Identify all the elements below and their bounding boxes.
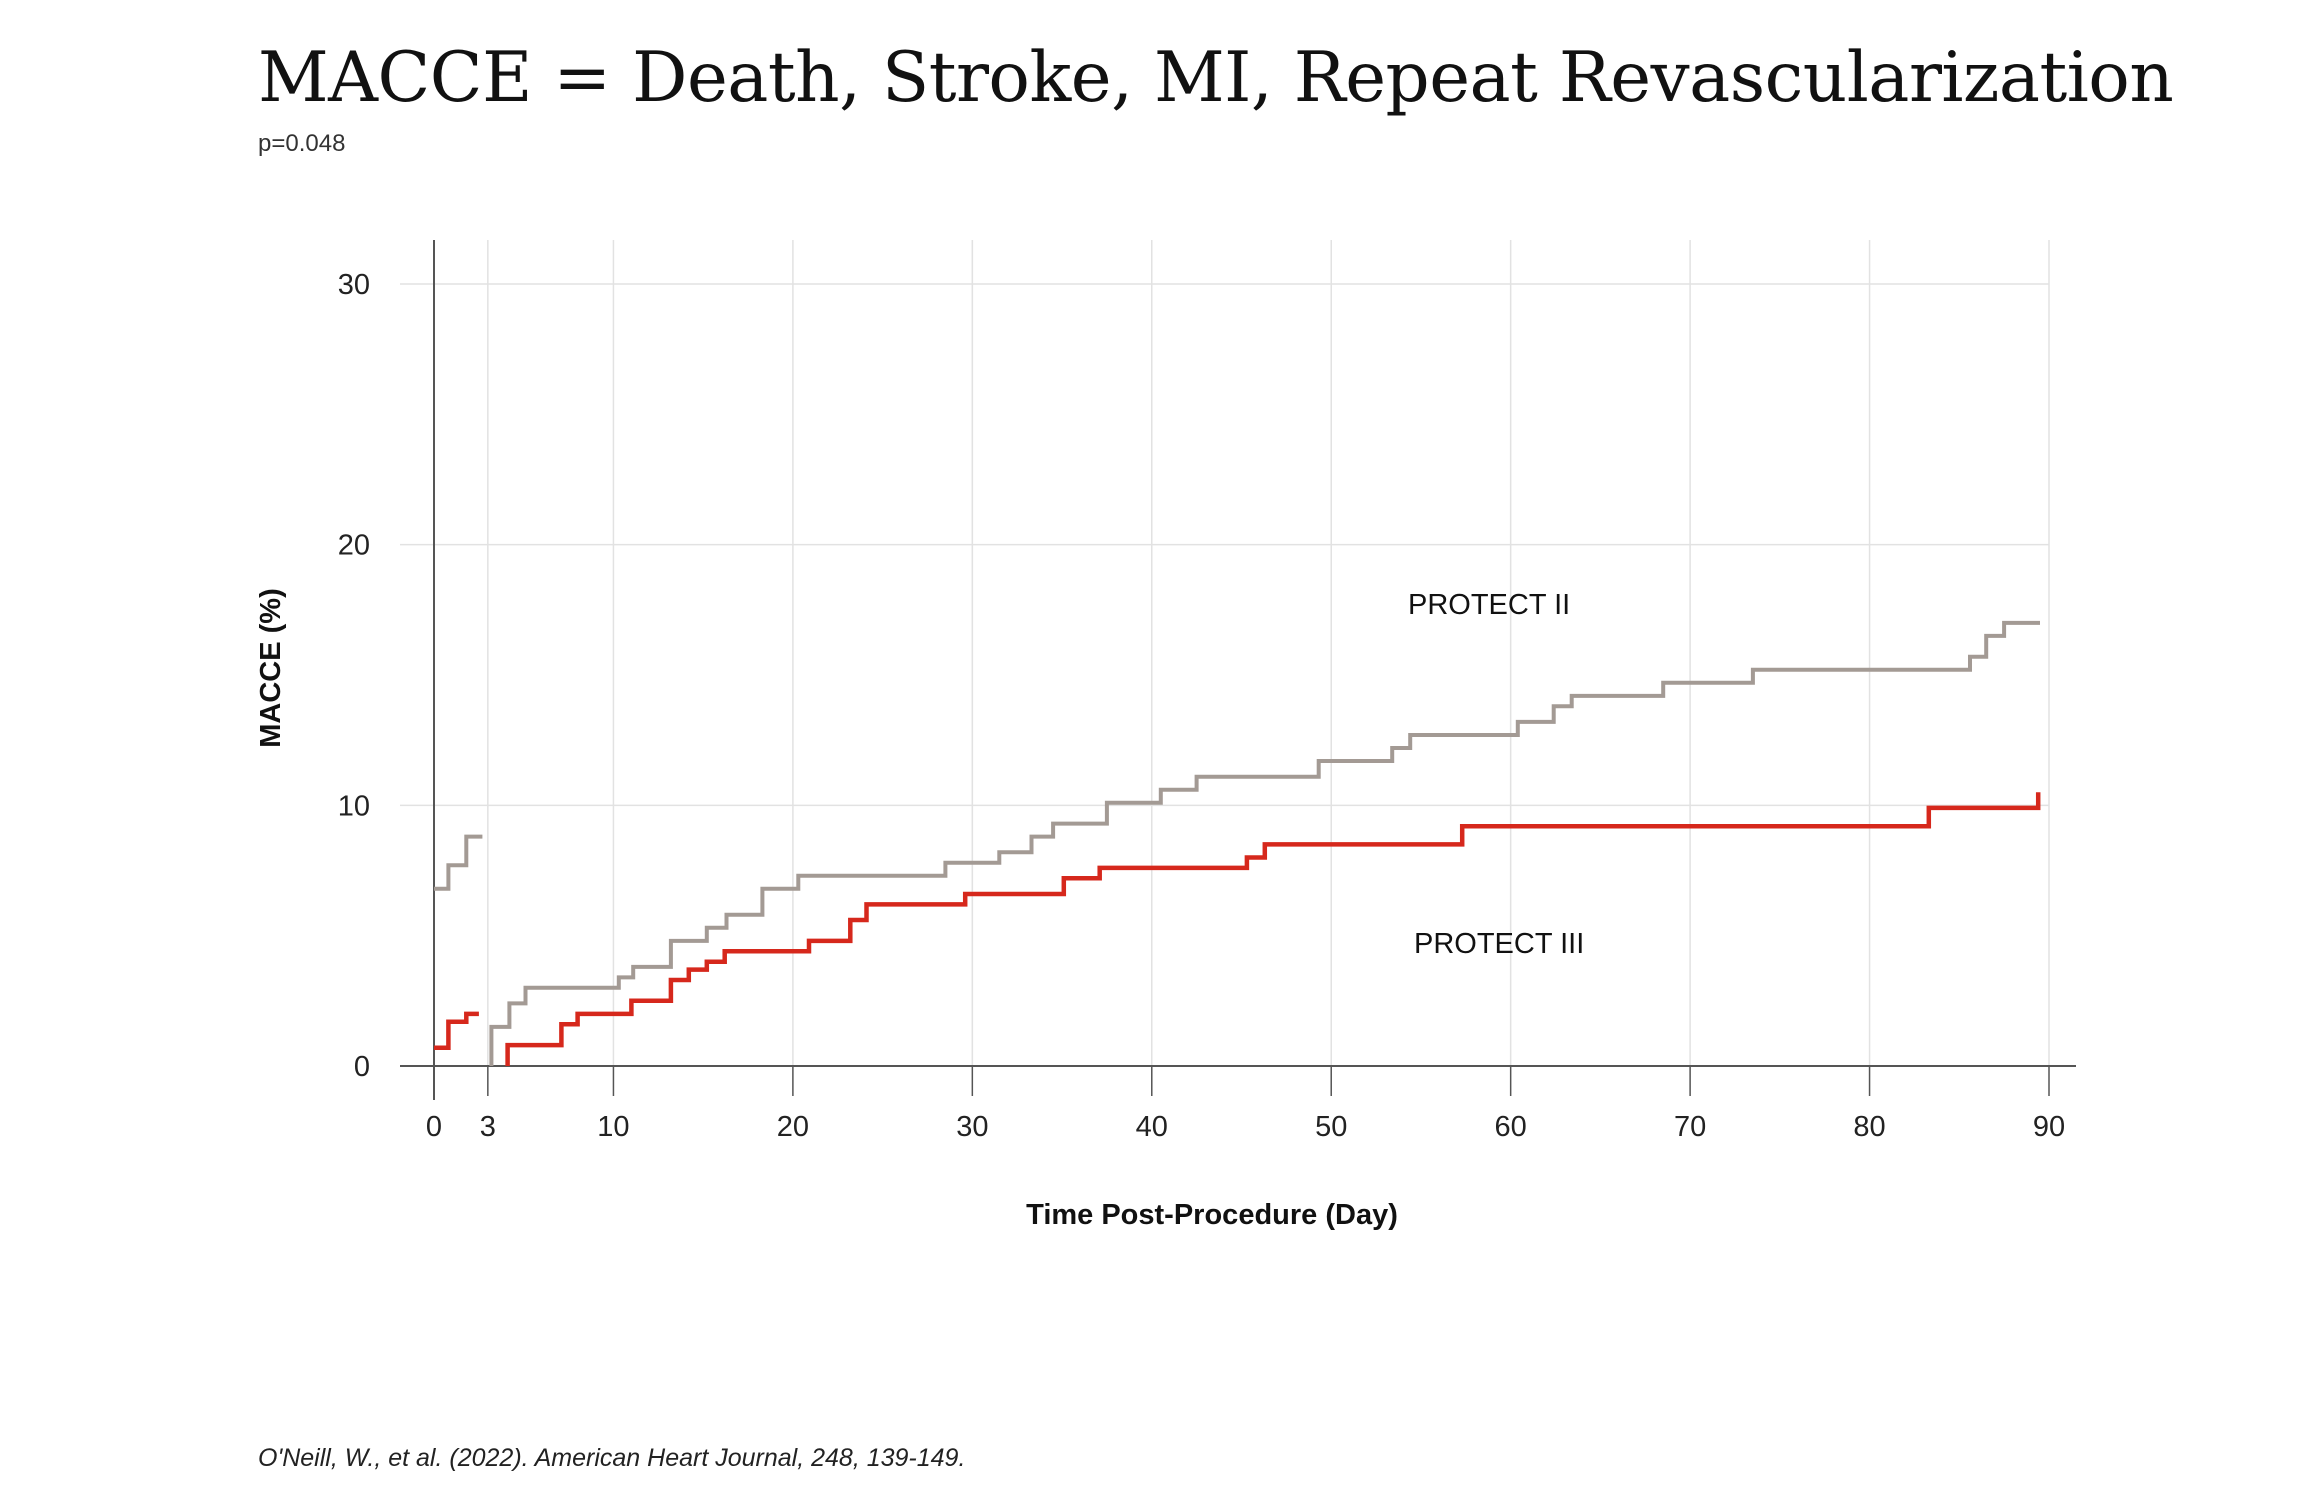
chart-title: MACCE = Death, Stroke, MI, Repeat Revasc… (258, 38, 2174, 118)
protect-ii-label: PROTECT II (1408, 589, 1570, 621)
x-tick-label: 90 (2033, 1111, 2065, 1143)
x-tick-label: 80 (1853, 1111, 1885, 1143)
y-axis-label: MACCE (%) (255, 588, 287, 748)
x-tick-label: 70 (1674, 1111, 1706, 1143)
x-tick-label: 40 (1136, 1111, 1168, 1143)
protect-iii-line (434, 1011, 479, 1051)
grid-lines (400, 240, 2050, 1096)
protect-ii-line (489, 620, 2040, 1066)
x-tick-label: 10 (597, 1111, 629, 1143)
y-tick-label: 10 (338, 790, 370, 822)
x-tick-label: 3 (480, 1111, 496, 1143)
y-tick-labels: 0 10 20 30 (338, 269, 370, 1083)
protect-iii-label: PROTECT III (1414, 928, 1584, 960)
x-axis-label: Time Post-Procedure (Day) (1026, 1199, 1398, 1231)
x-tick-label: 0 (426, 1111, 442, 1143)
x-tick-labels: 0 3 10 20 30 40 50 60 70 80 90 (426, 1111, 2065, 1143)
protect-iii-line (505, 792, 2041, 1066)
y-tick-label: 0 (354, 1051, 370, 1083)
p-value: p=0.048 (258, 130, 346, 157)
citation: O'Neill, W., et al. (2022). American Hea… (258, 1444, 966, 1472)
x-tick-label: 60 (1495, 1111, 1527, 1143)
protect-ii-line (434, 834, 483, 891)
axes (400, 240, 2076, 1100)
series-lines (434, 620, 2041, 1066)
x-tick-label: 20 (777, 1111, 809, 1143)
y-tick-label: 30 (338, 269, 370, 301)
x-tick-label: 50 (1315, 1111, 1347, 1143)
x-tick-label: 30 (956, 1111, 988, 1143)
y-tick-label: 20 (338, 530, 370, 562)
